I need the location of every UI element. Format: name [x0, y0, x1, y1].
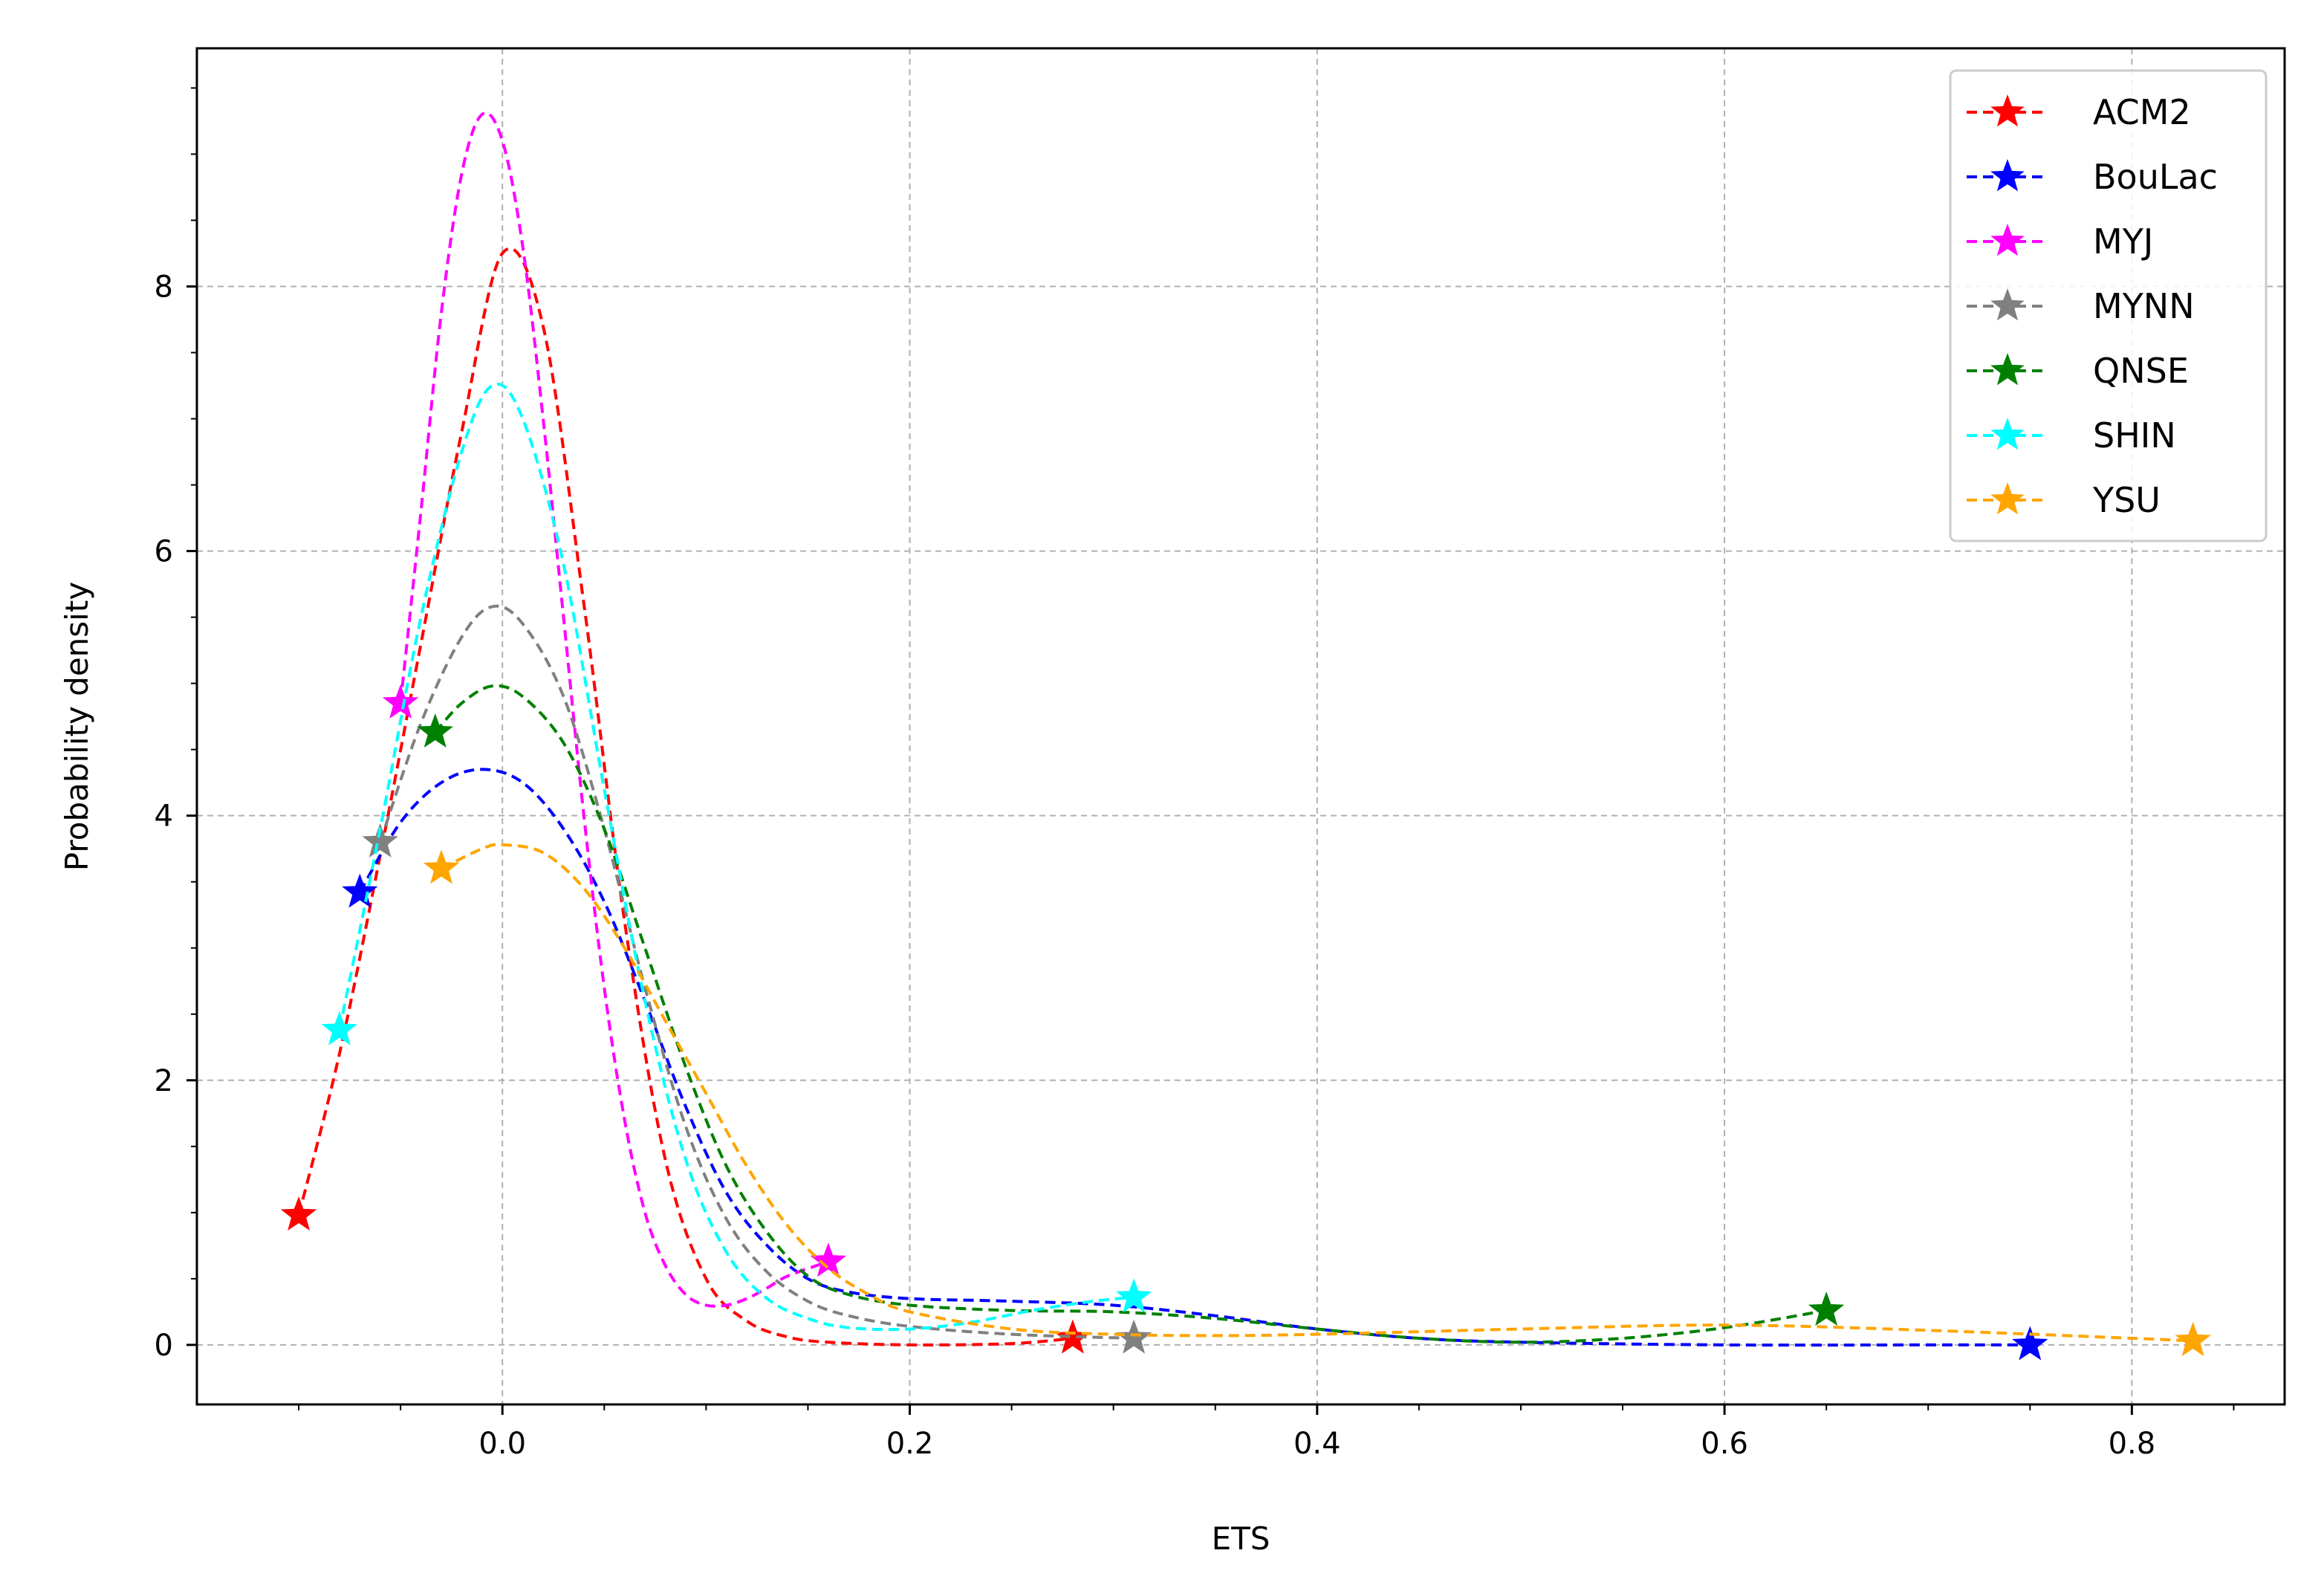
legend-marker-ysu [1990, 482, 2025, 515]
x-tick-label: 0.4 [1294, 1427, 1341, 1461]
y-tick-label: 2 [155, 1064, 173, 1098]
series-marker-mynn-1 [1115, 1319, 1152, 1354]
series-marker-mynn-0 [362, 823, 398, 858]
plot-frame [195, 47, 2286, 1406]
series-ysu [423, 843, 2211, 1357]
series-line-qnse [434, 684, 1827, 1344]
legend-item-boulac: BouLac [1967, 157, 2218, 197]
legend-item-myj: MYJ [1967, 221, 2153, 262]
series-qnse [417, 684, 1845, 1344]
legend-label-ysu: YSU [2092, 480, 2161, 520]
y-tick-label: 6 [155, 535, 173, 569]
series-marker-myj-0 [382, 684, 419, 719]
y-tick-label: 0 [155, 1329, 173, 1363]
legend-label-mynn: MYNN [2093, 286, 2195, 326]
axis-ticks: 0.0 0.2 0.4 0.6 0.8 0 2 4 6 8 [155, 87, 2235, 1461]
legend-item-acm2: ACM2 [1967, 92, 2191, 132]
legend-item-qnse: QNSE [1967, 351, 2189, 391]
legend-label-boulac: BouLac [2093, 157, 2218, 197]
series-shin [321, 383, 1152, 1332]
x-tick-label: 0.2 [886, 1427, 934, 1461]
legend-item-shin: SHIN [1967, 415, 2176, 456]
x-tick-label: 0.0 [478, 1427, 526, 1461]
y-tick-label: 4 [155, 800, 173, 834]
series-line-mynn [378, 604, 1135, 1340]
series-marker-qnse-1 [1808, 1291, 1845, 1326]
legend-item-mynn: MYNN [1967, 286, 2195, 326]
series-marker-acm2-0 [280, 1196, 317, 1231]
series-mynn [362, 604, 1152, 1354]
x-tick-label: 0.6 [1701, 1427, 1748, 1461]
legend-marker-mynn [1990, 288, 2025, 321]
series-line-acm2 [297, 247, 1073, 1346]
series-line-ysu [441, 843, 2193, 1343]
series-line-myj [399, 111, 829, 1308]
legend-box [1949, 69, 2268, 542]
legend-marker-acm2 [1990, 94, 2025, 127]
legend-marker-qnse [1990, 353, 2025, 386]
series-marker-ysu-0 [423, 849, 460, 884]
series-marker-shin-1 [1115, 1278, 1152, 1313]
series-line-shin [337, 383, 1135, 1332]
legend-marker-boulac [1990, 159, 2025, 192]
series-marker-boulac-0 [342, 873, 378, 908]
grid-lines [197, 48, 2285, 1404]
series-marker-boulac-1 [2012, 1326, 2048, 1361]
legend-item-ysu: YSU [1967, 480, 2161, 520]
legend-label-myj: MYJ [2093, 221, 2153, 262]
x-tick-label: 0.8 [2109, 1427, 2156, 1461]
y-tick-label: 8 [155, 270, 173, 304]
y-axis-label: Probability density [59, 582, 95, 871]
legend-marker-shin [1990, 418, 2025, 450]
legend-label-qnse: QNSE [2093, 351, 2189, 391]
series-marker-qnse-0 [417, 713, 453, 748]
legend-label-shin: SHIN [2093, 415, 2176, 456]
series-boulac [342, 768, 2048, 1361]
legend: ACM2 BouLac MYJ MYNN QNSE SHIN YSU [1949, 69, 2268, 542]
legend-label-acm2: ACM2 [2093, 92, 2191, 132]
plot-series [280, 111, 2211, 1361]
legend-marker-myj [1990, 224, 2025, 256]
x-axis-label: ETS [1212, 1520, 1270, 1557]
series-marker-ysu-1 [2175, 1322, 2211, 1357]
series-marker-shin-0 [321, 1011, 358, 1046]
series-line-boulac [358, 768, 2031, 1347]
